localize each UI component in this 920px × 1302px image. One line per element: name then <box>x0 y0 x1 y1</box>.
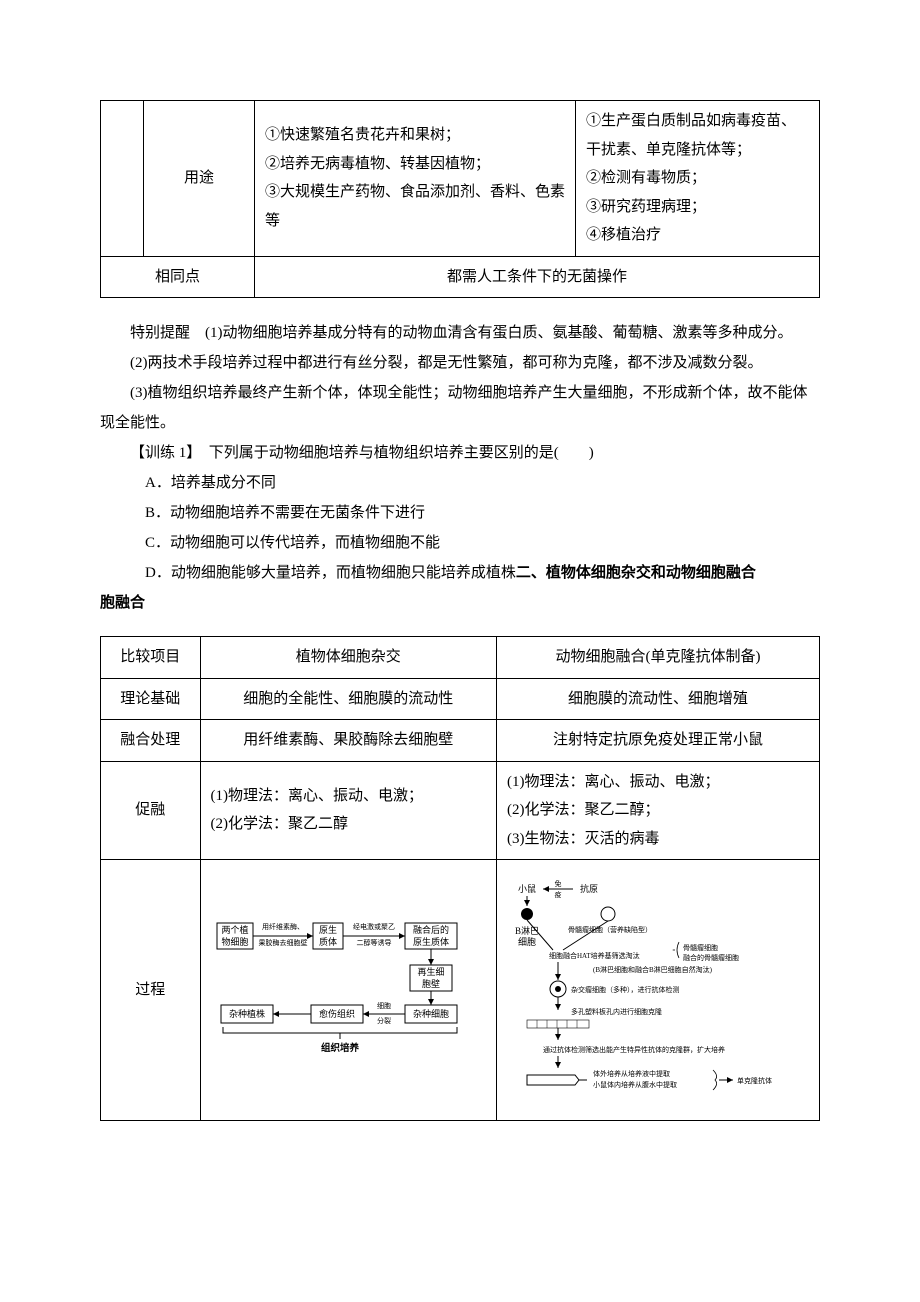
dl-b1a: 两个植 <box>222 924 249 935</box>
t2-prom-c2: (1)物理法：离心、振动、电激； (2)化学法：聚乙二醇 <box>200 761 496 860</box>
t1r1r2: ②检测有毒物质； <box>586 170 706 186</box>
dl-b2a: 原生 <box>319 924 337 935</box>
t1r1l1: ①快速繁殖名贵花卉和果树； <box>265 127 460 143</box>
t2-proc-right-cell: 小鼠 免 疫 抗原 B淋巴 细胞 骨髓瘤细胞（营养缺陷型） <box>497 860 820 1121</box>
dr-t10: 单克隆抗体 <box>737 1076 772 1085</box>
table1-row1-label: 用途 <box>144 101 255 257</box>
t2-h-c3: 动物细胞融合(单克隆抗体制备) <box>497 637 820 679</box>
dl-b7: 杂种植株 <box>229 1008 265 1019</box>
t2pc3-3: (3)生物法：灭活的病毒 <box>507 831 660 847</box>
dl-a3a: 细胞 <box>377 1001 391 1010</box>
t2-theory-l: 理论基础 <box>101 678 201 720</box>
dl-b6: 愈伤组织 <box>319 1008 355 1019</box>
t1r1l3: ③大规模生产药物、食品添加剂、香料、色素等 <box>265 184 565 229</box>
dr-t7: 多孔塑料板孔内进行细胞克隆 <box>571 1007 662 1016</box>
question-dsect: D．动物细胞能够大量培养，而植物细胞只能培养成植株二、植物体细胞杂交和动物细胞融… <box>100 558 820 588</box>
t1r1l2: ②培养无病毒植物、转基因植物； <box>265 156 490 172</box>
note-p2: (2)两技术手段培养过程中都进行有丝分裂，都是无性繁殖，都可称为克隆，都不涉及减… <box>100 348 820 378</box>
dr-t5b1: 骨髓瘤细胞 <box>683 943 718 952</box>
t2-treat-c2: 用纤维素酶、果胶酶除去细胞壁 <box>200 720 496 762</box>
question-opt-d: D．动物细胞能够大量培养，而植物细胞只能培养成植株 <box>145 565 516 581</box>
t2pc3-1: (1)物理法：离心、振动、电激； <box>507 774 720 790</box>
question-opt-b: B．动物细胞培养不需要在无菌条件下进行 <box>100 498 820 528</box>
dl-label-bottom: 组织培养 <box>321 1042 360 1054</box>
plant-hybrid-diagram: 两个植 物细胞 用纤维素酶、 果胶酶去细胞壁 原生 质体 经电激或聚乙 二醇等诱… <box>213 915 483 1065</box>
t2-proc-left-cell: 两个植 物细胞 用纤维素酶、 果胶酶去细胞壁 原生 质体 经电激或聚乙 二醇等诱… <box>200 860 496 1121</box>
dl-b2b: 质体 <box>319 936 337 947</box>
dr-t4: 骨髓瘤细胞（营养缺陷型） <box>568 925 652 934</box>
note-lead: 特别提醒 <box>130 325 205 341</box>
table1-row2-label: 相同点 <box>101 256 255 298</box>
note-p3: (3)植物组织培养最终产生新个体，体现全能性；动物细胞培养产生大量细胞，不形成新… <box>100 378 820 438</box>
dl-a1a: 用纤维素酶、 <box>262 922 304 931</box>
t2-h-c2: 植物体细胞杂交 <box>200 637 496 679</box>
table1-row1-left: ①快速繁殖名贵花卉和果树； ②培养无病毒植物、转基因植物； ③大规模生产药物、食… <box>255 101 576 257</box>
t2-proc-l: 过程 <box>101 860 201 1121</box>
dr-t5b2: 融合的骨髓瘤细胞 <box>683 953 739 962</box>
dr-t5c: (B淋巴细胞和融合B淋巴细胞自然淘汰) <box>593 965 713 974</box>
dr-t5a: 细胞融合HAT培养基筛选淘汰 <box>549 951 640 960</box>
question-opt-c: C．动物细胞可以传代培养，而植物细胞不能 <box>100 528 820 558</box>
table1-row1-right: ①生产蛋白质制品如病毒疫苗、干扰素、单克隆抗体等； ②检测有毒物质； ③研究药理… <box>576 101 820 257</box>
dl-b3b: 原生质体 <box>413 936 449 947</box>
t2-treat-l: 融合处理 <box>101 720 201 762</box>
table-compare: 比较项目 植物体细胞杂交 动物细胞融合(单克隆抗体制备) 理论基础 细胞的全能性… <box>100 636 820 1121</box>
section-title: 二、植物体细胞杂交和动物细胞融合 <box>516 565 756 581</box>
table1-blank-col <box>101 101 144 257</box>
t1r1r3: ③研究药理病理； <box>586 199 706 215</box>
section-title-cont: 胞融合 <box>100 588 820 618</box>
question-stem: 【训练 1】 下列属于动物细胞培养与植物组织培养主要区别的是( ) <box>100 438 820 468</box>
t2-prom-c3: (1)物理法：离心、振动、电激； (2)化学法：聚乙二醇； (3)生物法：灭活的… <box>497 761 820 860</box>
dr-t3: B淋巴 <box>515 925 539 936</box>
question-opt-a: A．培养基成分不同 <box>100 468 820 498</box>
t1r1r4: ④移植治疗 <box>586 227 661 243</box>
dl-b4a: 再生细 <box>418 966 445 977</box>
dr-t6: 杂交瘤细胞（多种），进行抗体检测 <box>571 985 680 994</box>
dl-a2a: 经电激或聚乙 <box>353 922 395 931</box>
dl-a2b: 二醇等诱导 <box>357 938 392 947</box>
dl-b4b: 胞壁 <box>422 978 440 989</box>
table-uses: 用途 ①快速繁殖名贵花卉和果树； ②培养无病毒植物、转基因植物； ③大规模生产药… <box>100 100 820 298</box>
t2-treat-c3: 注射特定抗原免疫处理正常小鼠 <box>497 720 820 762</box>
t2-theory-c3: 细胞膜的流动性、细胞增殖 <box>497 678 820 720</box>
dr-t1b: 疫 <box>555 890 562 899</box>
dl-b3a: 融合后的 <box>413 924 449 935</box>
note-p1-wrap: 特别提醒 (1)动物细胞培养基成分特有的动物血清含有蛋白质、氨基酸、葡萄糖、激素… <box>100 318 820 348</box>
t2-prom-l: 促融 <box>101 761 201 860</box>
t2pc3-2: (2)化学法：聚乙二醇； <box>507 802 660 818</box>
t2-theory-c2: 细胞的全能性、细胞膜的流动性 <box>200 678 496 720</box>
mab-diagram: 小鼠 免 疫 抗原 B淋巴 细胞 骨髓瘤细胞（营养缺陷型） <box>503 880 813 1100</box>
dl-b5: 杂种细胞 <box>413 1008 449 1019</box>
dr-t3b: 细胞 <box>518 936 536 947</box>
dl-a3b: 分裂 <box>377 1016 391 1025</box>
dr-t2: 抗原 <box>580 883 598 894</box>
note-p1: (1)动物细胞培养基成分特有的动物血清含有蛋白质、氨基酸、葡萄糖、激素等多种成分… <box>205 325 793 341</box>
t2pc2-2: (2)化学法：聚乙二醇 <box>211 816 349 832</box>
t2pc2-1: (1)物理法：离心、振动、电激； <box>211 788 424 804</box>
table1-row2-merged: 都需人工条件下的无菌操作 <box>255 256 820 298</box>
dr-t1: 小鼠 <box>518 883 536 894</box>
t1r1r1: ①生产蛋白质制品如病毒疫苗、干扰素、单克隆抗体等； <box>586 113 796 158</box>
dl-b1b: 物细胞 <box>222 936 249 947</box>
dr-t9b: 小鼠体内培养从腹水中提取 <box>593 1080 677 1089</box>
dr-t1a: 免 <box>555 880 562 888</box>
dr-t8: 通过抗体检测筛选出能产生特异性抗体的克隆群，扩大培养 <box>543 1045 725 1054</box>
dr-t9a: 体外培养从培养液中提取 <box>593 1069 670 1078</box>
t2-h-c1: 比较项目 <box>101 637 201 679</box>
dl-a1b: 果胶酶去细胞壁 <box>259 938 308 947</box>
